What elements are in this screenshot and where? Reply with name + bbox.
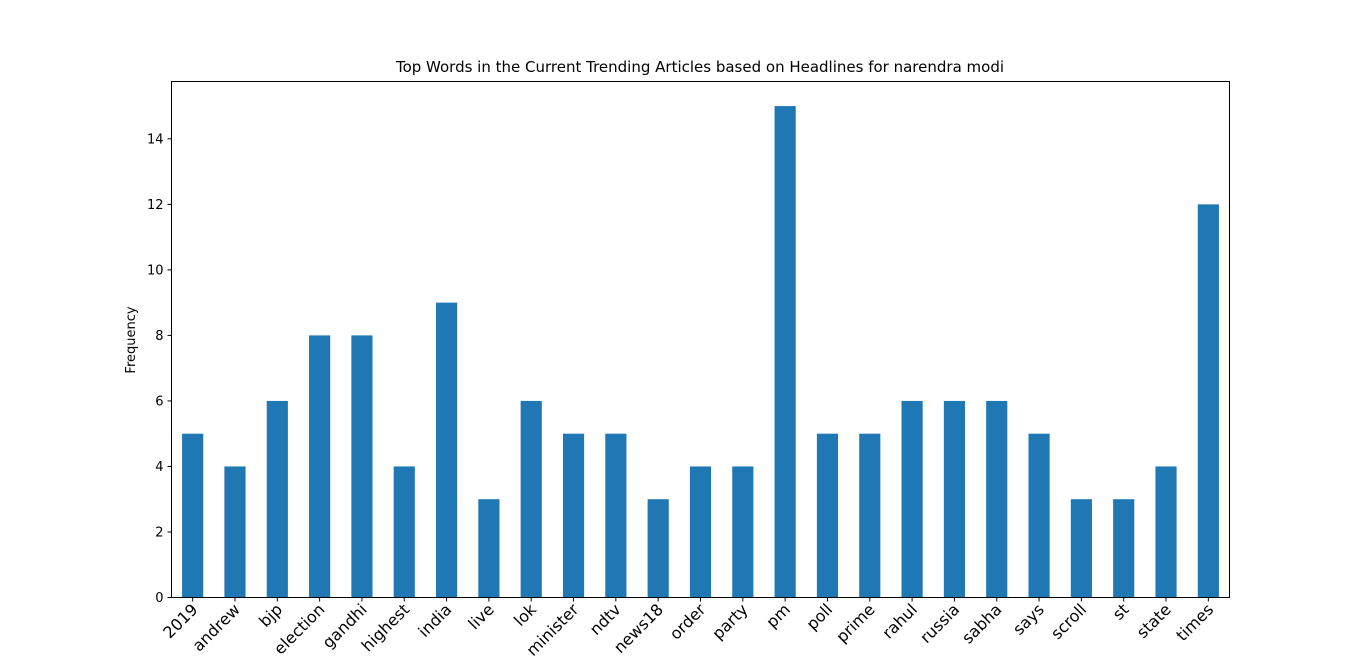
bar-minister xyxy=(562,433,585,598)
bar-st xyxy=(1113,499,1135,598)
y-axis-label: Frequency xyxy=(124,306,139,373)
y-tick-label: 6 xyxy=(155,394,163,409)
y-tick-label: 14 xyxy=(147,132,164,147)
bar-russia xyxy=(943,400,965,598)
y-tick-label: 2 xyxy=(155,525,163,540)
y-tick-label: 10 xyxy=(147,263,164,278)
bar-says xyxy=(1028,433,1050,598)
bar-live xyxy=(478,499,500,598)
bar-andrew xyxy=(224,466,246,598)
bar-poll xyxy=(816,433,839,598)
y-tick-label: 0 xyxy=(155,591,163,606)
bar-order xyxy=(689,466,712,598)
bar-2019 xyxy=(182,433,204,598)
y-tick-label: 12 xyxy=(147,198,164,213)
bar-party xyxy=(732,466,754,598)
y-tick-label: 8 xyxy=(155,329,163,344)
bar-election xyxy=(309,335,331,598)
bar-highest xyxy=(393,466,415,598)
bar-sabha xyxy=(986,400,1008,598)
bar-pm xyxy=(774,106,796,598)
bar-ndtv xyxy=(605,433,627,598)
chart-title: Top Words in the Current Trending Articl… xyxy=(395,58,1004,76)
plot-frame xyxy=(171,81,1230,598)
bar-times xyxy=(1197,204,1219,598)
bar-gandhi xyxy=(351,335,373,598)
y-axis: 0 2 4 6 8 10 12 14 xyxy=(147,132,172,606)
bars-group xyxy=(182,106,1219,598)
y-tick-label: 4 xyxy=(155,460,163,475)
bar-scroll xyxy=(1070,499,1092,598)
bar-prime xyxy=(859,433,881,598)
bar-rahul xyxy=(901,400,923,598)
bar-state xyxy=(1155,466,1177,598)
bar-india xyxy=(436,302,458,598)
bar-news18 xyxy=(647,499,669,598)
bar-lok xyxy=(520,400,542,598)
bar-bjp xyxy=(266,400,288,598)
